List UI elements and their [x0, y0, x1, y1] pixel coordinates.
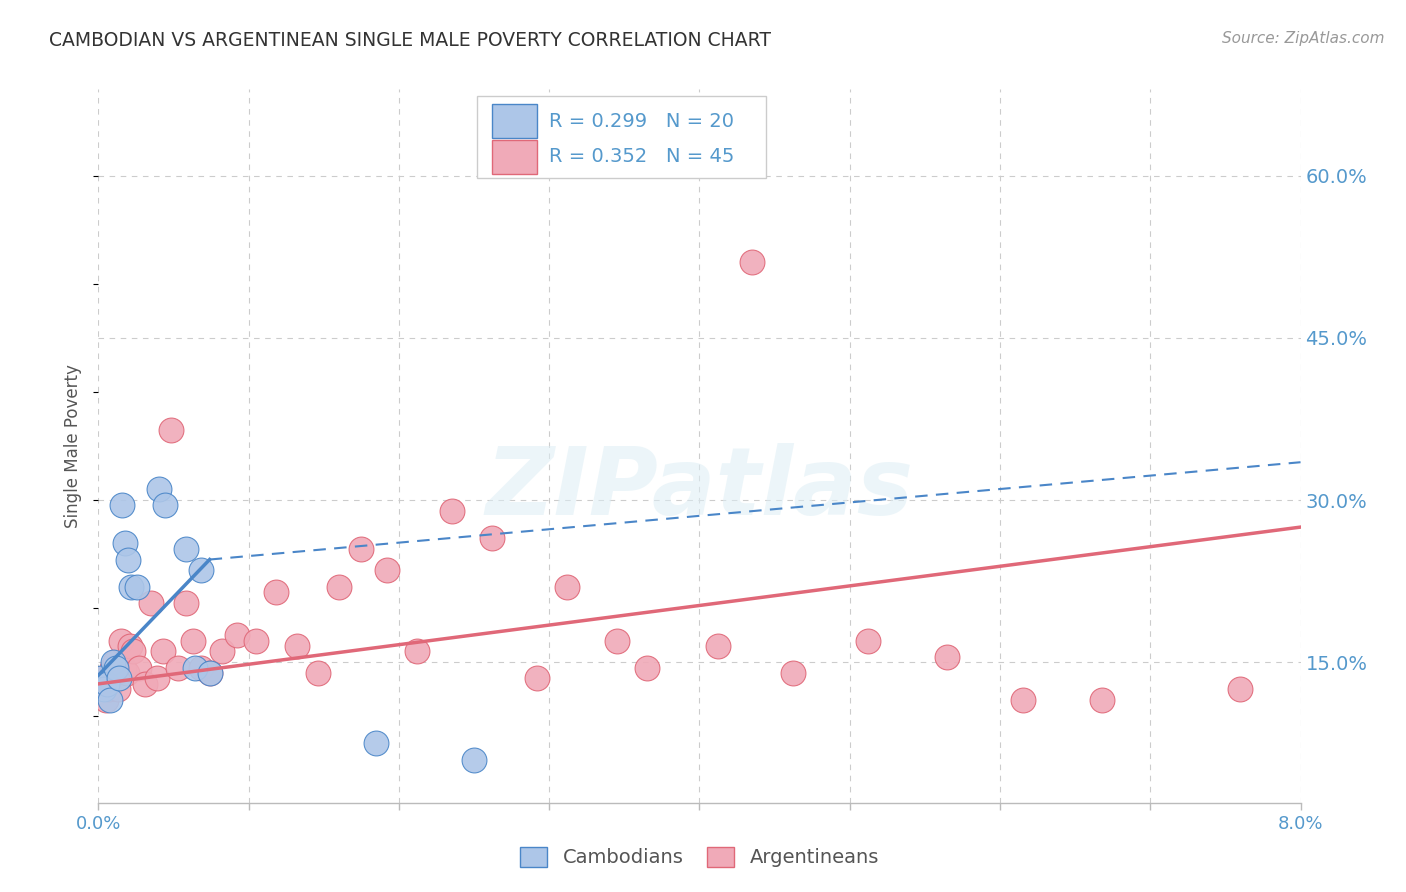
FancyBboxPatch shape: [492, 140, 537, 174]
Point: [118, 639, 141, 653]
Point: [741, 255, 763, 269]
Point: [103, 655, 125, 669]
Point: [366, 736, 388, 750]
Point: [100, 693, 122, 707]
Point: [183, 660, 205, 674]
Point: [706, 639, 728, 653]
Point: [328, 580, 350, 594]
Text: Source: ZipAtlas.com: Source: ZipAtlas.com: [1222, 31, 1385, 46]
Point: [146, 672, 169, 686]
Text: R = 0.352   N = 45: R = 0.352 N = 45: [550, 147, 734, 167]
Point: [108, 672, 131, 686]
Point: [285, 639, 308, 653]
Point: [107, 682, 129, 697]
Point: [117, 552, 139, 566]
Point: [152, 644, 174, 658]
Point: [245, 633, 267, 648]
Point: [167, 660, 190, 674]
Point: [97, 682, 120, 697]
Point: [128, 660, 150, 674]
Point: [481, 531, 503, 545]
Text: ZIPatlas: ZIPatlas: [485, 442, 914, 535]
Point: [153, 499, 176, 513]
FancyBboxPatch shape: [477, 96, 766, 178]
Point: [526, 672, 548, 686]
Point: [198, 666, 221, 681]
Point: [174, 541, 197, 556]
Point: [115, 666, 138, 681]
Point: [101, 660, 124, 674]
Point: [94, 693, 117, 707]
Point: [134, 677, 156, 691]
Point: [93, 682, 115, 697]
Point: [90, 672, 112, 686]
Text: R = 0.299   N = 20: R = 0.299 N = 20: [550, 112, 734, 131]
Point: [181, 633, 204, 648]
Point: [782, 666, 804, 681]
Point: [198, 666, 221, 681]
Point: [463, 753, 485, 767]
Point: [440, 504, 463, 518]
Point: [159, 423, 181, 437]
Point: [856, 633, 879, 648]
Point: [91, 672, 114, 686]
Point: [110, 633, 132, 648]
Point: [127, 580, 149, 594]
Y-axis label: Single Male Poverty: Single Male Poverty: [65, 364, 83, 528]
Point: [375, 563, 398, 577]
Point: [406, 644, 429, 658]
Point: [936, 649, 959, 664]
Point: [139, 596, 162, 610]
Point: [1011, 693, 1033, 707]
Point: [111, 499, 134, 513]
Point: [121, 580, 143, 594]
Point: [211, 644, 233, 658]
Point: [174, 596, 197, 610]
Point: [122, 644, 145, 658]
Point: [1229, 682, 1251, 697]
Point: [606, 633, 628, 648]
Point: [350, 541, 373, 556]
Text: CAMBODIAN VS ARGENTINEAN SINGLE MALE POVERTY CORRELATION CHART: CAMBODIAN VS ARGENTINEAN SINGLE MALE POV…: [49, 31, 772, 50]
Point: [114, 536, 136, 550]
Point: [555, 580, 578, 594]
Point: [112, 660, 135, 674]
Point: [264, 585, 287, 599]
Point: [307, 666, 329, 681]
Point: [148, 482, 170, 496]
Point: [96, 677, 118, 691]
Point: [636, 660, 658, 674]
Point: [225, 628, 247, 642]
Point: [190, 660, 212, 674]
Point: [190, 563, 212, 577]
Point: [1091, 693, 1114, 707]
FancyBboxPatch shape: [492, 104, 537, 138]
Point: [105, 660, 128, 674]
Point: [104, 655, 127, 669]
Legend: Cambodians, Argentineans: Cambodians, Argentineans: [512, 839, 887, 875]
